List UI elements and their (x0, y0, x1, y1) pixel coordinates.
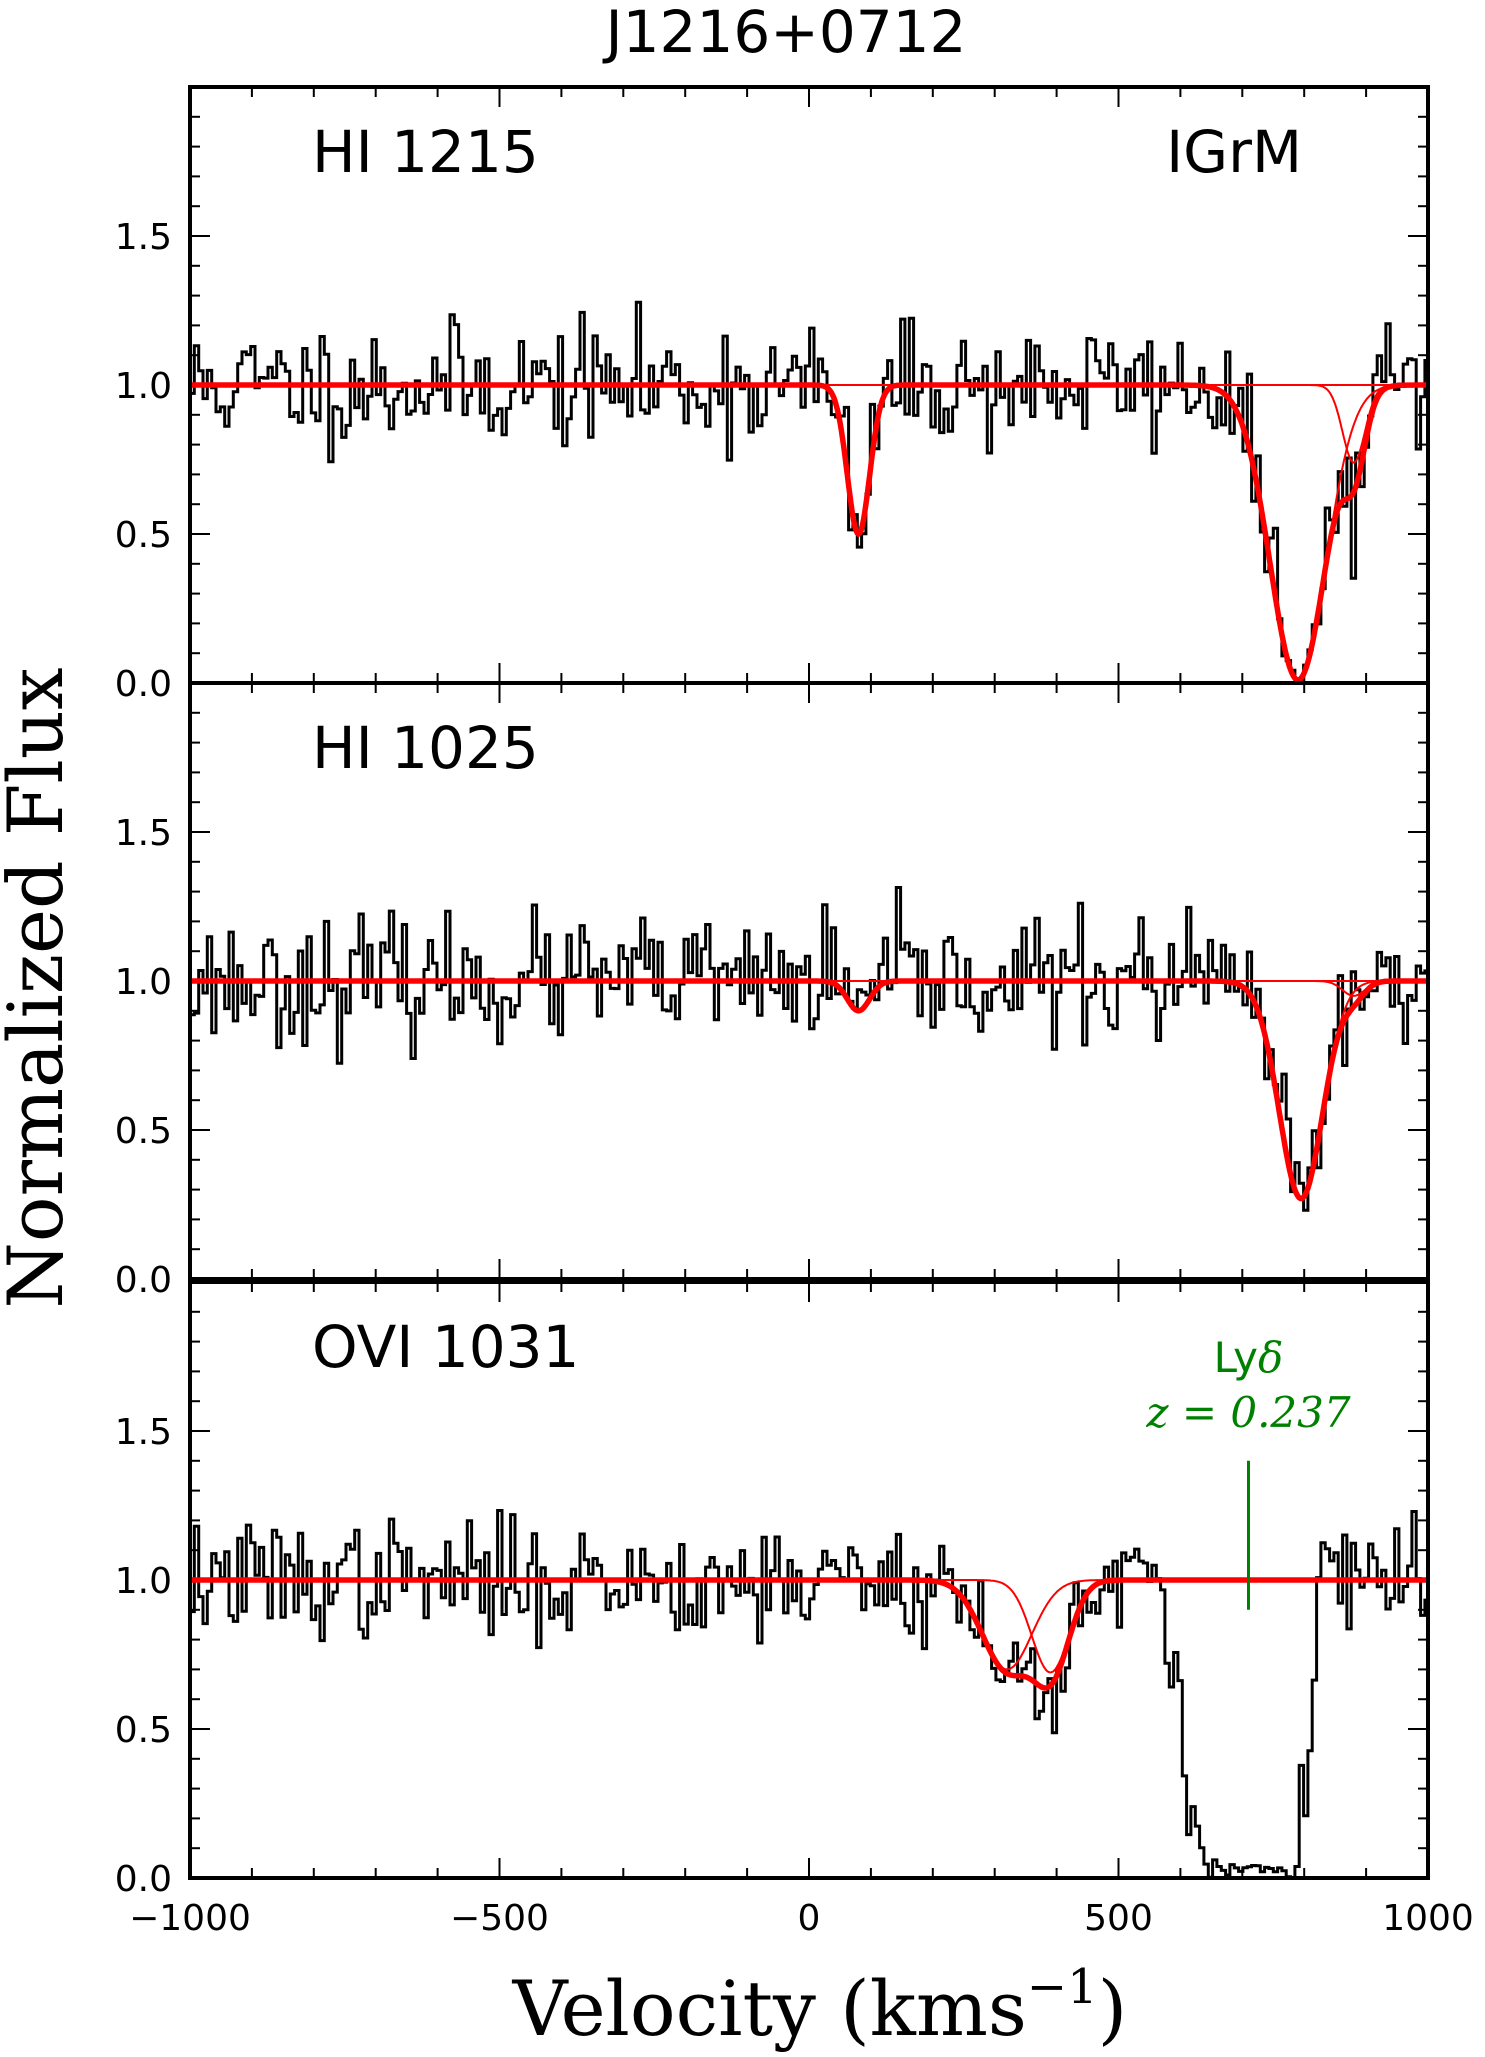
annotation-line2: z = 0.237 (1145, 1388, 1351, 1437)
x-axis-label-sup: −1 (1027, 1959, 1098, 2015)
x-tick-label: 1000 (1382, 1898, 1474, 1939)
panel-3: 0.0 0.5 1.0 1.5 Lyδ z = 0.237 OVI 1031 (115, 1280, 1430, 1900)
panels-group: 0.0 0.5 1.0 1.5 HI 1215 IGrM 0.0 0.5 1.0 1.5 HI 10… (115, 85, 1430, 1900)
panel-1: 0.0 0.5 1.0 1.5 HI 1215 IGrM (115, 85, 1430, 705)
x-axis-label-main: Velocity (kms (512, 1964, 1027, 2053)
x-tick-label: 500 (1084, 1898, 1153, 1939)
panel-2-frame (188, 681, 1430, 1281)
x-tick-labels: −1000 −500 0 500 1000 (129, 1898, 1474, 1939)
annotation-delta: δ (1258, 1333, 1283, 1382)
panel-2: 0.0 0.5 1.0 1.5 HI 1025 (115, 681, 1430, 1301)
panel-1-label: HI 1215 (312, 118, 539, 186)
y-tick-label: 0.0 (115, 1859, 172, 1900)
y-tick-label: 0.5 (115, 515, 172, 556)
panel-3-label: OVI 1031 (312, 1313, 579, 1381)
panel-2-model-fit (190, 978, 1428, 1202)
x-tick-label: −500 (450, 1898, 549, 1939)
y-tick-label: 1.5 (115, 217, 172, 258)
y-tick-label: 0.5 (115, 1710, 172, 1751)
y-tick-label: 1.5 (115, 813, 172, 854)
x-axis-label-close: ) (1098, 1964, 1128, 2053)
panel-3-frame (188, 1280, 1430, 1880)
panel-1-spectrum (190, 300, 1428, 683)
x-axis-label: Velocity (kms−1) (512, 1959, 1128, 2053)
annotation-line1: Lyδ (1214, 1333, 1284, 1382)
y-tick-label: 0.0 (115, 1260, 172, 1301)
chart-title: J1216+0712 (603, 0, 967, 66)
y-tick-label: 1.0 (115, 366, 172, 407)
annotation-ly: Ly (1214, 1333, 1258, 1382)
y-tick-label: 0.0 (115, 664, 172, 705)
y-tick-label: 1.0 (115, 1561, 172, 1602)
panel-2-spectrum (190, 886, 1428, 1212)
panel-1-model-fit (190, 382, 1428, 683)
panel-2-label: HI 1025 (312, 714, 539, 782)
y-tick-label: 1.5 (115, 1412, 172, 1453)
panel-3-spectrum (190, 1509, 1428, 1878)
x-tick-label: 0 (798, 1898, 821, 1939)
y-axis-label: Normalized Flux (0, 667, 80, 1308)
x-tick-label: −1000 (129, 1898, 251, 1939)
y-tick-label: 1.0 (115, 962, 172, 1003)
panel-1-tag: IGrM (1166, 118, 1302, 186)
y-tick-label: 0.5 (115, 1111, 172, 1152)
panel-3-model-fit (190, 1577, 1428, 1691)
